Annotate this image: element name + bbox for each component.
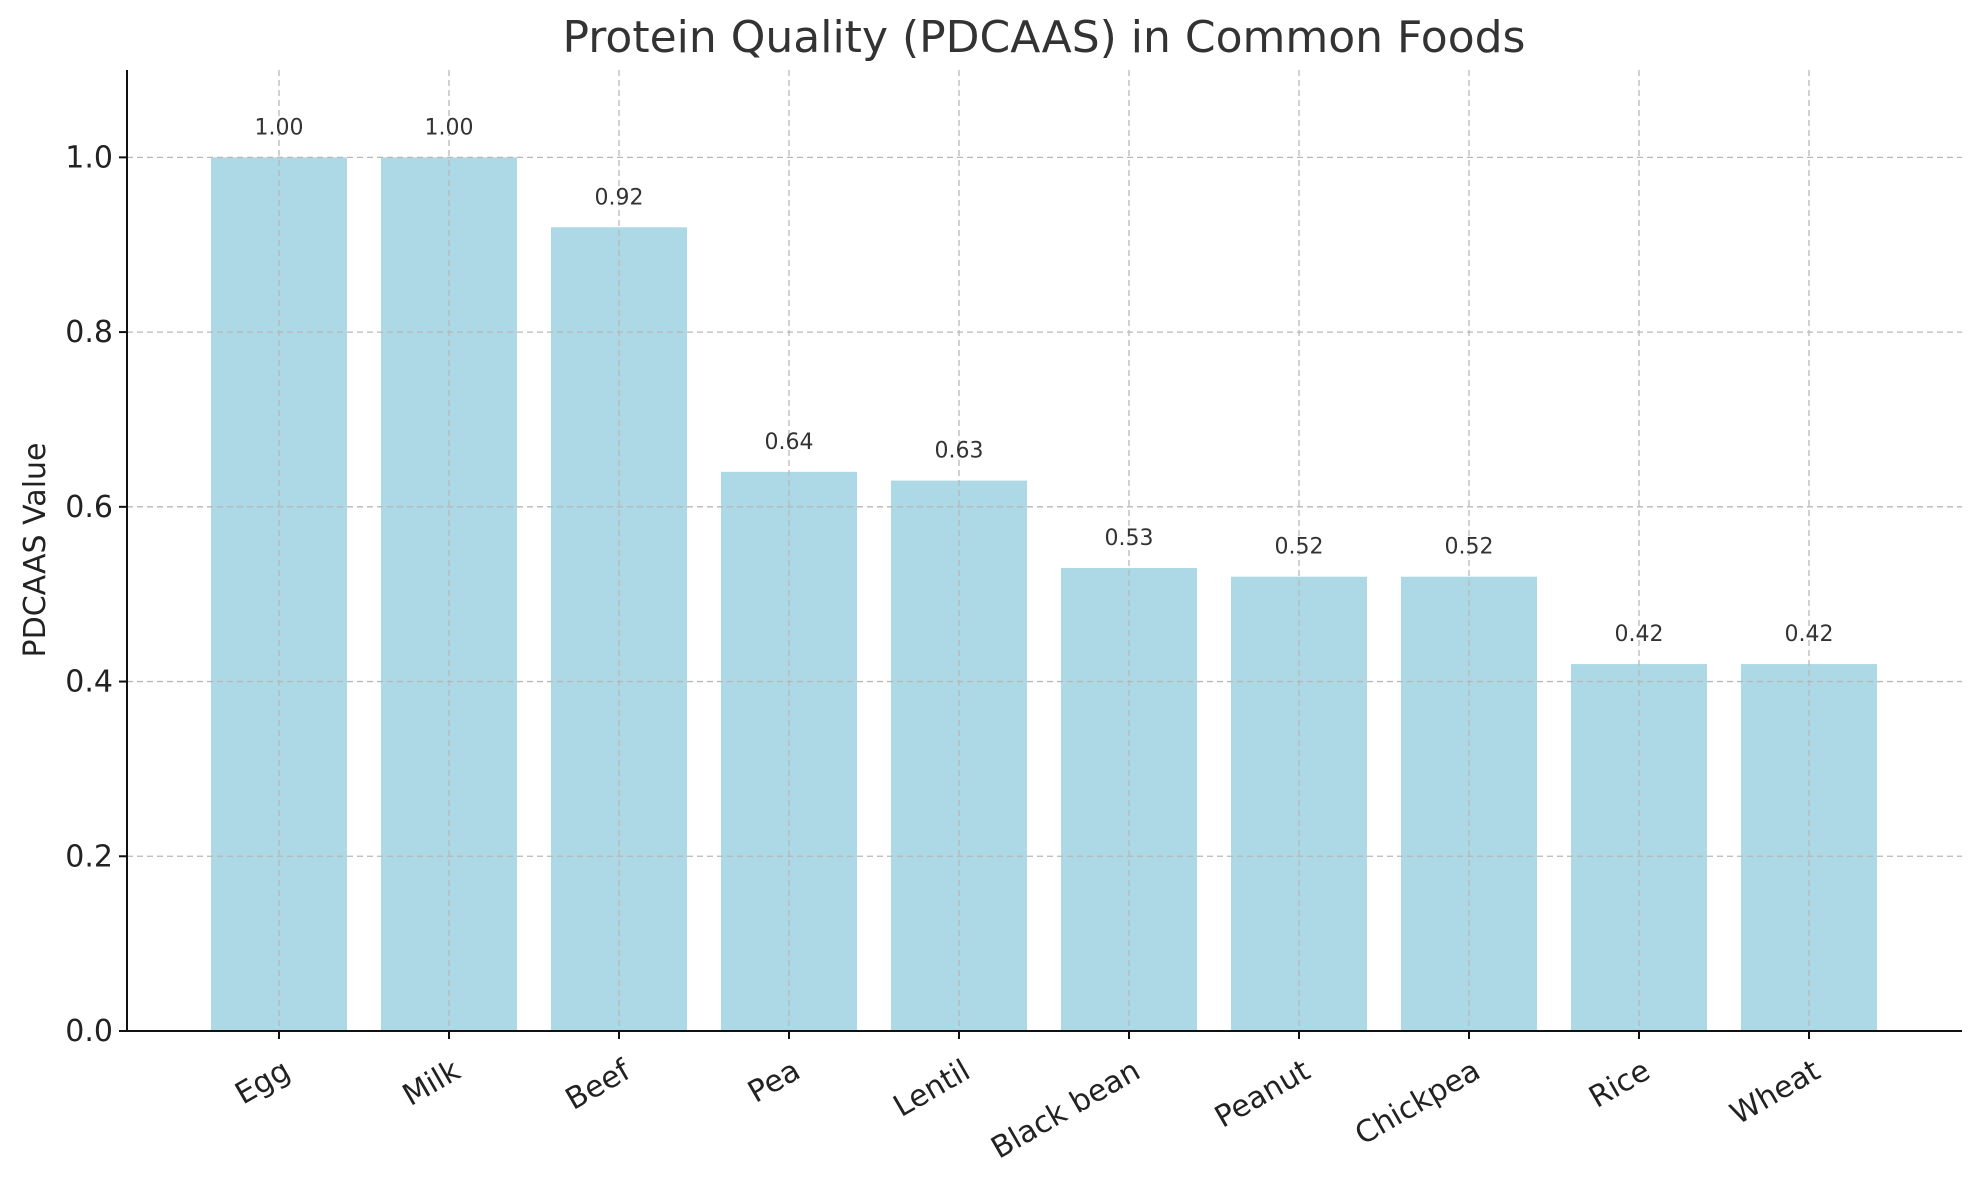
y-tick-label: 0.8	[65, 315, 113, 350]
data-label: 0.64	[765, 430, 814, 455]
data-label: 0.53	[1105, 526, 1154, 551]
axes-layer	[119, 70, 1962, 1039]
x-tick-label: Pea	[742, 1053, 806, 1110]
x-tick-label: Wheat	[1725, 1053, 1827, 1132]
data-label: 0.52	[1445, 535, 1494, 560]
x-tick-label: Egg	[229, 1053, 296, 1112]
x-tick-label: Lentil	[888, 1053, 977, 1124]
grid-layer	[127, 70, 1962, 1031]
x-tick-label: Rice	[1583, 1053, 1656, 1115]
y-tick-label: 0.0	[65, 1014, 113, 1049]
x-tick-label: Peanut	[1209, 1053, 1316, 1135]
chart-title: Protein Quality (PDCAAS) in Common Foods	[563, 12, 1526, 63]
y-tick-label: 0.2	[65, 839, 113, 874]
y-axis-title: PDCAAS Value	[18, 443, 53, 658]
data-label: 1.00	[425, 115, 474, 140]
x-tick-label: Black bean	[985, 1053, 1146, 1166]
bars-layer	[211, 157, 1877, 1032]
y-tick-label: 1.0	[65, 140, 113, 175]
data-label: 0.42	[1785, 622, 1834, 647]
x-tick-label: Beef	[560, 1052, 638, 1117]
y-tick-label: 0.6	[65, 490, 113, 525]
data-label: 0.42	[1615, 622, 1664, 647]
y-tick-label: 0.4	[65, 665, 113, 700]
data-label: 0.63	[935, 439, 984, 464]
data-label: 0.92	[595, 185, 644, 210]
data-label: 1.00	[255, 115, 304, 140]
x-tick-label: Chickpea	[1349, 1053, 1486, 1152]
data-label: 0.52	[1275, 535, 1324, 560]
x-tick-label: Milk	[397, 1053, 467, 1114]
